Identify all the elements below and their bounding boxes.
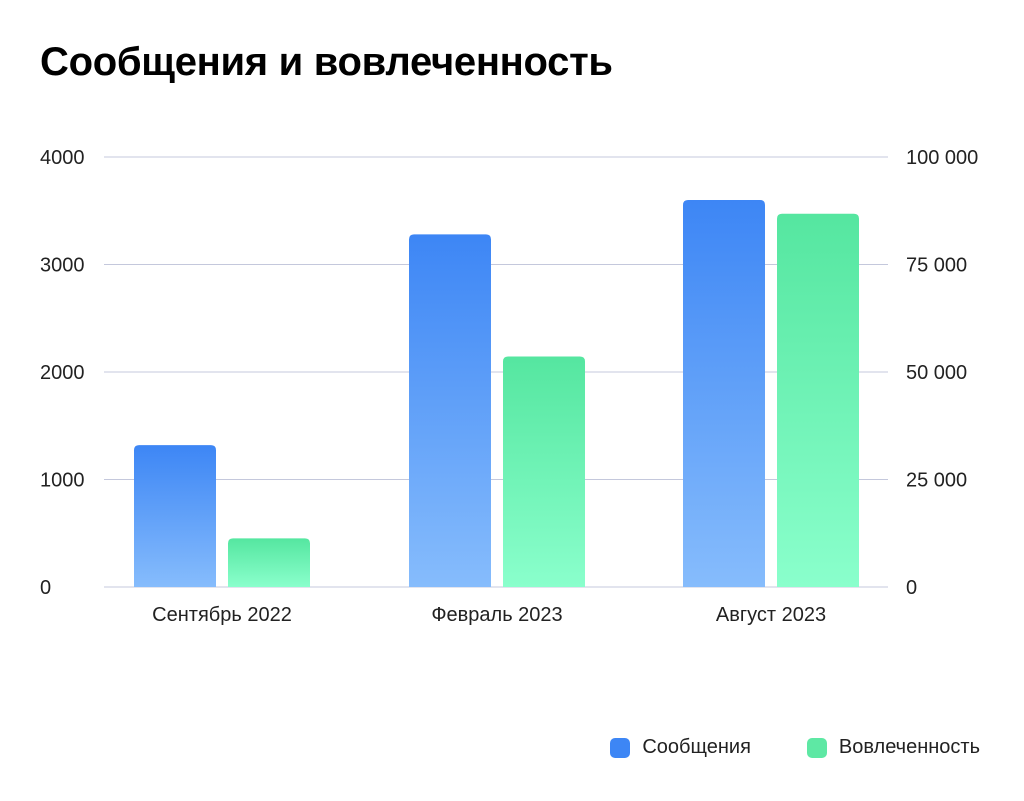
right-axis-ticks: 0 25 000 50 000 75 000 100 000: [906, 147, 978, 599]
left-tick-label: 3000: [40, 255, 85, 277]
right-tick-label: 50 000: [906, 362, 967, 384]
legend-swatch-engagement: [806, 737, 827, 758]
right-tick-label: 0: [906, 577, 917, 599]
legend-label-messages: Сообщения: [642, 736, 751, 758]
left-tick-label: 2000: [40, 362, 85, 384]
chart-title: Сообщения и вовлеченность: [40, 40, 613, 84]
category-label: Август 2023: [716, 604, 826, 626]
legend-item-messages: Сообщения: [610, 736, 751, 759]
legend: Сообщения Вовлеченность: [610, 736, 980, 759]
right-tick-label: 25 000: [906, 470, 967, 492]
bar-messages: [409, 234, 491, 587]
legend-item-engagement: Вовлеченность: [806, 736, 980, 759]
left-axis-ticks: 0 1000 2000 3000 4000: [40, 147, 85, 599]
category-labels: Сентябрь 2022 Февраль 2023 Август 2023: [152, 604, 826, 626]
legend-label-engagement: Вовлеченность: [838, 736, 980, 758]
left-tick-label: 0: [40, 577, 51, 599]
category-label: Сентябрь 2022: [152, 604, 292, 626]
bar-engagement: [503, 356, 585, 587]
bar-messages: [683, 200, 765, 587]
grid-lines: [104, 156, 888, 588]
category-label: Февраль 2023: [431, 604, 562, 626]
left-tick-label: 4000: [40, 147, 85, 169]
right-tick-label: 75 000: [906, 255, 967, 277]
left-tick-label: 1000: [40, 470, 85, 492]
right-tick-label: 100 000: [906, 147, 978, 169]
bar-engagement: [228, 538, 310, 587]
bar-engagement: [777, 213, 859, 587]
bars: [134, 200, 859, 587]
legend-swatch-messages: [610, 737, 631, 758]
bar-messages: [134, 445, 216, 587]
